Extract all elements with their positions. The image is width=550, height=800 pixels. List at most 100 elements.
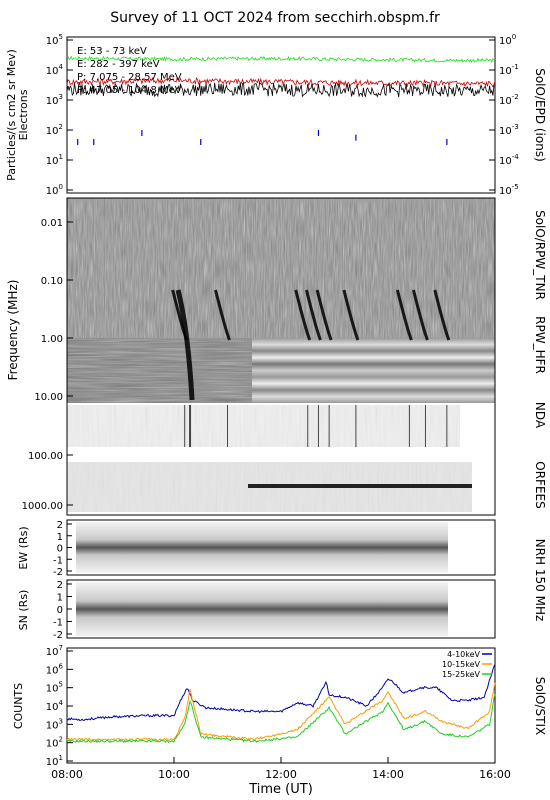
radio-bursts (171, 289, 451, 447)
nrh-sn-ytick-label: -1 (53, 618, 63, 629)
x-axis-label: Time (UT) (248, 782, 313, 797)
epd-yticks-left: 100 101 102 103 104 105 (46, 33, 73, 197)
stix-ytick-label: 106 (46, 662, 64, 676)
radio-ytick-label: 0.01 (41, 218, 63, 229)
tnr-label: SolO/RPW_TNR (533, 210, 547, 300)
radio-spectrum-panel: 0.01 0.10 1.00 10.00 100.00 1000.00 Frequency… (6, 197, 547, 516)
stix-series (66, 664, 496, 744)
stix-series-line (66, 682, 496, 742)
epd-legend: E: 53 - 73 keV E: 282 - 397 keV P: 7.075 -… (77, 46, 182, 96)
nrh-sn-ylabel: SN (Rs) (17, 590, 30, 631)
stix-series-line (66, 664, 496, 722)
nrh-ew-ylabel: EW (Rs) (17, 526, 30, 569)
x-tick-label: 08:00 (51, 768, 83, 781)
epd-ytick-right-label: 100 (499, 33, 516, 47)
epd-ytick-label: 101 (46, 153, 63, 167)
radio-burst (175, 289, 195, 401)
epd-series (66, 55, 496, 146)
nrh-ew-ytick-label: -2 (53, 567, 63, 578)
stix-ytick-label: 104 (46, 699, 64, 713)
epd-frame (66, 36, 496, 194)
epd-yticks-right: 10-5 10-4 10-3 10-2 10-1 100 (489, 33, 519, 197)
stix-ytick-label: 105 (46, 681, 63, 695)
stix-ylabel: COUNTS (12, 683, 25, 729)
nrh-ew-ytick-label: 2 (57, 520, 63, 531)
stix-ytick-label: 103 (46, 717, 63, 731)
epd-right-label: SolO/EPD (ions) (533, 68, 547, 162)
nrh-ew-ytick-label: 0 (57, 544, 63, 555)
orfees-band (248, 484, 472, 488)
radio-ytick-label: 1000.00 (22, 501, 63, 512)
nrh-sn-ytick-label: 2 (57, 580, 63, 591)
epd-series-line (66, 82, 496, 98)
x-axis-ticks: 08:00 10:00 12:00 14:00 16:00 (51, 757, 511, 781)
epd-ytick-label: 104 (46, 63, 64, 77)
radio-burst (411, 289, 429, 341)
epd-legend-entry: E: 53 - 73 keV (77, 46, 147, 57)
epd-legend-entry: P: 7.075 - 28.57 MeV (77, 72, 182, 83)
epd-ytick-right-label: 10-4 (499, 153, 519, 167)
radio-ytick-label: 1.00 (41, 334, 63, 345)
nrh-right-label: NRH 150 MHz (533, 539, 547, 622)
hfr-noise-left (67, 338, 252, 403)
hfr-label: RPW_HFR (533, 316, 547, 374)
epd-ytick-label: 103 (46, 93, 63, 107)
epd-ytick-label: 105 (46, 33, 63, 47)
nrh-sn-panel: 2 10 -1-2 SN (Rs) (17, 579, 496, 641)
epd-ytick-right-label: 10-2 (499, 93, 519, 107)
figure-title: Survey of 11 OCT 2024 from secchirh.obsp… (110, 10, 440, 26)
epd-ytick-right-label: 10-1 (499, 63, 519, 77)
radio-burst (342, 289, 360, 341)
stix-yticks: 101 102 103 104 105 106 107 (46, 644, 73, 768)
radio-burst (315, 289, 333, 341)
hfr-region-right (252, 338, 495, 403)
stix-legend-label: 15-25keV (442, 670, 481, 679)
stix-series-line (66, 694, 496, 744)
epd-ytick-label: 100 (46, 183, 63, 197)
stix-panel: 101 102 103 104 105 106 107 4-10keV10-15keV15-… (12, 644, 547, 768)
radio-frame (66, 197, 496, 516)
nrh-sn-ytick-label: -2 (53, 630, 63, 641)
nrh-sn-yticks: 2 10 -1-2 (53, 580, 72, 641)
nrh-ew-yticks: 210-1-2 (53, 520, 72, 578)
radio-burst (395, 289, 413, 341)
radio-burst (294, 289, 312, 341)
epd-ytick-right-label: 10-3 (499, 123, 519, 137)
radio-ytick-label: 0.10 (41, 276, 63, 287)
nrh-sn-image (76, 582, 448, 636)
stix-legend-label: 4-10keV (447, 650, 480, 659)
stix-frame (66, 647, 496, 764)
radio-burst (433, 289, 451, 341)
nda-label: NDA (533, 402, 547, 429)
x-tick-label: 12:00 (265, 768, 297, 781)
radio-ytick-label: 10.00 (34, 392, 63, 403)
epd-ytick-right-label: 10-5 (499, 183, 519, 197)
epd-legend-entry: P: 47.05 - 104.8 MeV (77, 85, 182, 96)
nrh-sn-ytick-label: 1 (57, 593, 63, 604)
stix-legend-label: 10-15keV (442, 660, 481, 669)
radio-burst (304, 289, 322, 341)
x-tick-label: 16:00 (479, 768, 511, 781)
radio-ylabel: Frequency (MHz) (6, 280, 20, 381)
epd-series-line (66, 55, 496, 64)
nrh-ew-ytick-label: -1 (53, 555, 63, 566)
tnr-noise (67, 198, 495, 338)
radio-ytick-label: 100.00 (28, 451, 63, 462)
epd-series-line (66, 76, 496, 88)
x-tick-label: 10:00 (158, 768, 190, 781)
nrh-ew-panel: 210-1-2 EW (Rs) NRH 150 MHz (17, 519, 547, 622)
epd-ytick-label: 102 (46, 123, 63, 137)
epd-ylabel-2: Electrons (17, 89, 30, 140)
stix-ytick-label: 107 (46, 644, 63, 658)
stix-ytick-label: 102 (46, 736, 63, 750)
epd-legend-entry: E: 282 - 397 keV (77, 59, 160, 70)
orfees-label: ORFEES (533, 461, 547, 508)
stix-right-label: SolO/STIX (533, 677, 547, 736)
radio-burst (214, 289, 231, 341)
nrh-sn-ytick-label: 0 (57, 605, 63, 616)
nrh-ew-image (76, 522, 448, 573)
radio-yticks: 0.01 0.10 1.00 10.00 100.00 1000.00 (22, 218, 73, 512)
